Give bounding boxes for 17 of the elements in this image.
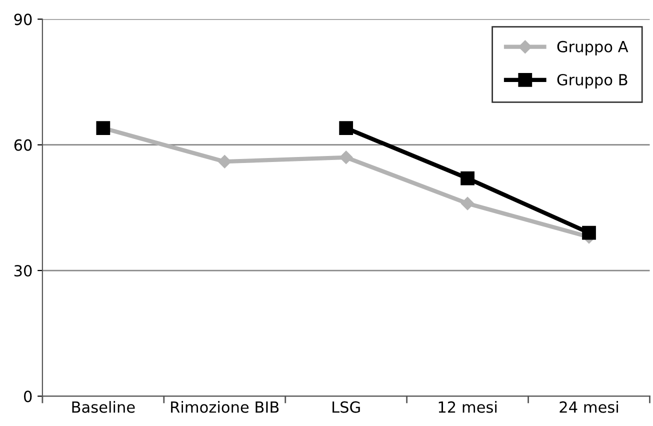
point xyxy=(460,196,474,210)
point xyxy=(460,171,474,186)
legend-label: Gruppo B xyxy=(557,74,628,88)
x-tick-label: 24 mesi xyxy=(560,401,618,413)
x-tick-label: 12 mesi xyxy=(438,401,497,413)
y-tick-label: 90 xyxy=(14,14,32,26)
legend-label: Gruppo A xyxy=(557,40,628,56)
point xyxy=(340,150,353,164)
x-tick-label: LSG xyxy=(332,401,360,413)
point xyxy=(582,226,596,240)
x-tick-label: Rimozione BIB xyxy=(171,401,279,413)
point xyxy=(218,155,232,168)
y-tick-label: 0 xyxy=(24,390,32,402)
x-tick-label: Baseline xyxy=(72,401,135,413)
point xyxy=(339,121,354,136)
y-tick-label: 60 xyxy=(14,139,32,151)
y-tick-label: 30 xyxy=(14,264,32,277)
